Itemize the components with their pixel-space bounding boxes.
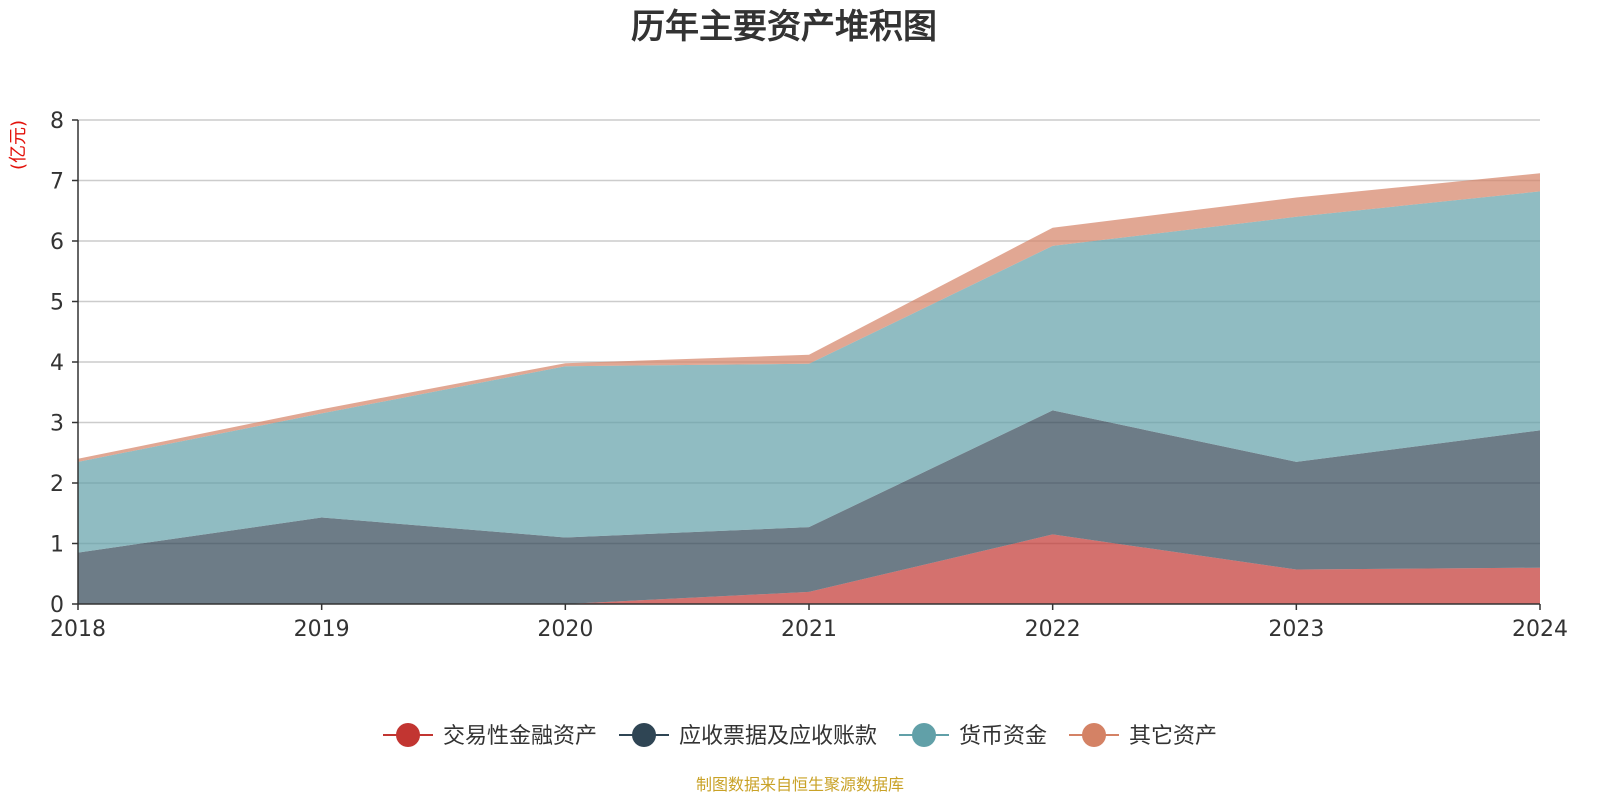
legend-item-3[interactable]: 其它资产 xyxy=(1069,723,1217,749)
y-tick-label: 3 xyxy=(50,412,64,437)
y-axis-ticks: 0 1 2 3 4 5 6 7 8 xyxy=(50,109,78,618)
legend-marker xyxy=(632,723,656,747)
area-series-0 xyxy=(78,534,1540,604)
legend-label: 其它资产 xyxy=(1129,724,1217,749)
area-series-2 xyxy=(78,191,1540,553)
x-tick-label: 2022 xyxy=(1025,617,1081,642)
legend-marker xyxy=(396,723,420,747)
x-tick-label: 2021 xyxy=(781,617,837,642)
legend-marker xyxy=(1082,723,1106,747)
area-series-1 xyxy=(78,410,1540,604)
x-tick-label: 2024 xyxy=(1512,617,1568,642)
legend-item-2[interactable]: 货币资金 xyxy=(899,723,1047,749)
y-tick-label: 4 xyxy=(50,351,64,376)
legend-label: 交易性金融资产 xyxy=(443,724,597,749)
stacked-areas xyxy=(78,173,1540,604)
y-tick-label: 7 xyxy=(50,170,64,195)
legend: 交易性金融资产 应收票据及应收账款 货币资金 其它资产 xyxy=(383,723,1217,749)
y-tick-label: 0 xyxy=(50,593,64,618)
x-axis-ticks: 2018 2019 2020 2021 2022 2023 2024 xyxy=(50,604,1568,642)
y-tick-label: 5 xyxy=(50,291,64,316)
area-series-3 xyxy=(78,173,1540,462)
y-tick-label: 6 xyxy=(50,230,64,255)
data-source: 制图数据来自恒生聚源数据库 xyxy=(696,775,904,794)
x-tick-label: 2023 xyxy=(1268,617,1324,642)
legend-label: 货币资金 xyxy=(959,724,1047,749)
legend-item-0[interactable]: 交易性金融资产 xyxy=(383,723,597,749)
x-tick-label: 2019 xyxy=(294,617,350,642)
x-tick-label: 2018 xyxy=(50,617,106,642)
x-tick-label: 2020 xyxy=(537,617,593,642)
legend-item-1[interactable]: 应收票据及应收账款 xyxy=(619,723,877,749)
legend-marker xyxy=(912,723,936,747)
y-tick-label: 8 xyxy=(50,109,64,134)
y-axis-unit-label: (亿元) xyxy=(8,120,29,170)
legend-label: 应收票据及应收账款 xyxy=(679,724,877,749)
y-tick-label: 1 xyxy=(50,533,64,558)
y-tick-label: 2 xyxy=(50,472,64,497)
chart-title: 历年主要资产堆积图 xyxy=(631,7,937,47)
